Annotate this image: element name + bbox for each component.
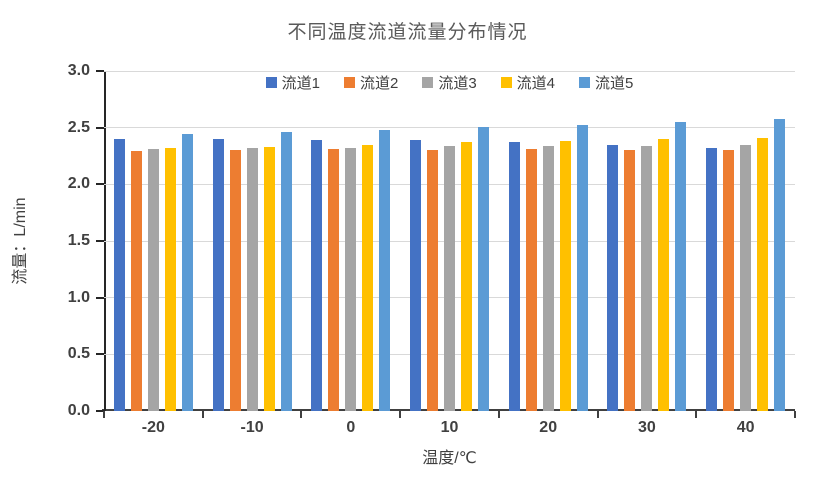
bar-流道1-30 [607, 144, 619, 411]
legend-item-流道4: 流道4 [500, 72, 556, 93]
x-tick-label-40: 40 [736, 419, 755, 436]
bar-流道4--20 [164, 148, 176, 411]
legend-swatch-icon [422, 77, 434, 88]
y-axis-tick [96, 70, 104, 72]
bar-流道3--20 [147, 149, 159, 411]
gridline-2.5 [104, 127, 795, 129]
bar-流道2--20 [130, 151, 142, 411]
bar-流道4-0 [362, 144, 374, 411]
legend-swatch-icon [343, 77, 355, 88]
legend-label: 流道5 [595, 75, 634, 92]
x-tick-label-30: 30 [638, 419, 656, 436]
bar-流道2-0 [328, 149, 340, 411]
x-tick-label-0: 0 [346, 419, 356, 436]
bar-流道5-10 [477, 126, 489, 411]
bar-流道4--10 [263, 146, 275, 411]
bar-流道5-40 [774, 118, 786, 411]
bar-流道1--10 [212, 139, 224, 411]
legend-swatch-icon [579, 77, 591, 88]
x-tick-label-10: 10 [440, 419, 459, 436]
y-tick-label-0.0: 0.0 [67, 402, 90, 419]
x-axis-tick [103, 411, 105, 418]
x-axis-tick [794, 411, 796, 418]
legend-label: 流道1 [281, 75, 320, 92]
x-axis-tick [300, 411, 303, 418]
x-tick-label-20: 20 [539, 419, 558, 436]
bar-流道1--20 [113, 139, 125, 411]
bar-流道3-30 [641, 145, 653, 411]
legend-item-流道3: 流道3 [422, 72, 477, 93]
bar-流道3-10 [443, 145, 455, 411]
bar-流道4-30 [658, 139, 670, 411]
y-axis-title: 流量：L/min [12, 197, 29, 285]
y-axis-tick [96, 353, 104, 356]
bar-流道5-30 [675, 122, 687, 411]
x-axis-title: 温度/℃ [422, 450, 477, 467]
chart-title: 不同温度流道流量分布情况 [287, 22, 528, 43]
x-tick-label--10: -10 [240, 419, 264, 436]
y-tick-label-1.5: 1.5 [67, 232, 90, 249]
legend-label: 流道4 [516, 75, 556, 92]
gridline-3.0 [104, 70, 795, 72]
bar-流道2-30 [624, 150, 636, 411]
bar-流道5--20 [181, 134, 193, 411]
legend-label: 流道3 [438, 75, 477, 92]
bar-group-30 [598, 71, 697, 411]
legend-swatch-icon [265, 77, 277, 88]
chart-legend: 流道1 流道2 流道3 流道4 流道5 [104, 72, 795, 93]
bar-流道2-40 [723, 150, 735, 411]
y-axis-tick [96, 126, 104, 129]
bar-group-10 [400, 71, 499, 411]
legend-label: 流道2 [359, 75, 399, 92]
bar-流道1-10 [409, 140, 421, 411]
x-axis-tick [596, 411, 599, 418]
bar-流道4-10 [460, 142, 472, 411]
y-tick-label-0.5: 0.5 [67, 345, 90, 363]
legend-swatch-icon [500, 77, 512, 88]
bar-流道3--10 [246, 148, 258, 411]
bar-流道1-40 [706, 148, 718, 411]
bar-group-20 [499, 71, 598, 411]
bar-流道2--10 [229, 150, 241, 411]
bar-流道5-20 [576, 125, 588, 411]
bar-流道5--10 [280, 132, 292, 411]
x-axis-tick [399, 411, 402, 418]
y-axis-tick [96, 183, 104, 186]
y-tick-label-2.0: 2.0 [67, 175, 90, 193]
bar-流道5-0 [379, 129, 391, 411]
y-axis-tick [96, 240, 104, 242]
bar-流道3-0 [345, 148, 357, 411]
bar-流道3-20 [542, 145, 554, 411]
bar-流道2-10 [426, 150, 438, 411]
legend-item-流道2: 流道2 [343, 72, 399, 93]
y-axis-tick [96, 410, 104, 412]
y-axis-tick [96, 296, 104, 299]
bar-group--10 [203, 71, 302, 411]
bar-group-40 [696, 71, 795, 411]
bar-流道4-40 [757, 137, 769, 411]
x-tick-label--20: -20 [141, 419, 165, 436]
bar-流道1-0 [311, 140, 323, 411]
bar-流道2-20 [525, 149, 537, 411]
x-axis-tick [201, 411, 204, 418]
y-tick-label-1.0: 1.0 [67, 288, 90, 306]
bar-流道3-40 [740, 144, 752, 411]
bar-group--20 [104, 71, 203, 411]
bar-group-0 [301, 71, 400, 411]
bar-流道4-20 [559, 141, 571, 411]
y-tick-label-2.5: 2.5 [67, 118, 90, 136]
legend-item-流道5: 流道5 [579, 72, 633, 93]
x-axis-tick [497, 411, 500, 418]
legend-item-流道1: 流道1 [265, 72, 320, 93]
plot-area [96, 70, 796, 418]
y-tick-label-3.0: 3.0 [67, 62, 90, 79]
x-axis-tick [695, 411, 698, 418]
bar-流道1-20 [508, 142, 520, 411]
